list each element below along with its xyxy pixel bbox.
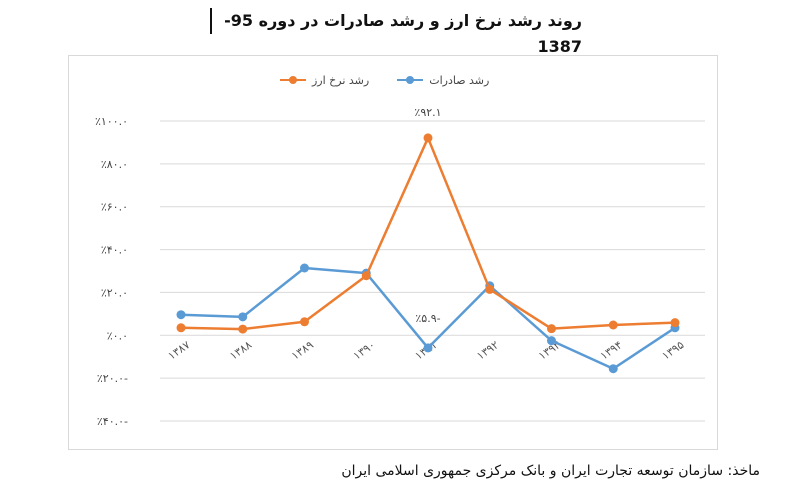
x-tick-label: ۱۳۸۷ bbox=[166, 338, 193, 362]
x-tick-label: ۱۳۸۹ bbox=[289, 338, 316, 362]
y-tick-label: ٪۲۰.۰- bbox=[97, 372, 128, 385]
source-line-1: ماخذ: سازمان توسعه تجارت ایران و بانک مر… bbox=[341, 463, 760, 479]
data-label: ٪۹۲.۱ bbox=[414, 106, 441, 119]
y-tick-label: ٪۱۰۰.۰ bbox=[95, 115, 128, 128]
data-point bbox=[608, 364, 618, 374]
y-tick-label: ٪۰.۰ bbox=[107, 329, 128, 342]
legend-swatch-exchange bbox=[280, 75, 306, 85]
legend-label-exchange: رشد نرخ ارز bbox=[312, 73, 370, 87]
y-tick-label: ٪۸۰.۰ bbox=[101, 158, 128, 171]
y-tick-label: ٪۴۰.۰ bbox=[101, 244, 128, 257]
series-line-1 bbox=[180, 136, 676, 331]
x-tick-label: ۱۳۸۸ bbox=[227, 338, 254, 362]
x-tick-label: ۱۳۹۲ bbox=[474, 338, 501, 362]
legend-item-exchange: رشد نرخ ارز bbox=[280, 74, 369, 87]
data-point bbox=[300, 317, 309, 327]
data-point bbox=[238, 324, 248, 334]
x-tick-label: ۱۳۹۰ bbox=[351, 338, 378, 362]
y-tick-label: ٪۶۰.۰ bbox=[101, 201, 128, 214]
page-title: روند رشد نرخ ارز و رشد صادرات در دوره 95… bbox=[210, 8, 582, 56]
data-point bbox=[485, 284, 495, 294]
data-point bbox=[361, 271, 371, 281]
legend-swatch-exports bbox=[397, 75, 424, 85]
data-label: ٪۵.۹- bbox=[415, 312, 440, 325]
data-point bbox=[176, 310, 186, 320]
data-point bbox=[547, 324, 556, 334]
data-point bbox=[300, 263, 309, 273]
data-point bbox=[547, 336, 556, 346]
x-tick-label: ۱۳۹۵ bbox=[660, 338, 687, 362]
y-tick-label: ٪۲۰.۰ bbox=[101, 286, 128, 299]
source-note: ماخذ: سازمان توسعه تجارت ایران و بانک مر… bbox=[60, 462, 760, 480]
data-point bbox=[423, 343, 433, 353]
data-point bbox=[176, 323, 186, 333]
y-tick-label: ٪۴۰.۰- bbox=[97, 415, 128, 428]
legend-item-exports: رشد صادرات bbox=[397, 74, 489, 87]
data-point bbox=[608, 320, 618, 330]
chart-legend: رشد صادرات رشد نرخ ارز bbox=[280, 70, 489, 90]
legend-label-exports: رشد صادرات bbox=[429, 73, 490, 87]
data-point bbox=[670, 318, 680, 328]
data-point bbox=[238, 312, 248, 322]
data-point bbox=[423, 133, 433, 143]
x-tick-label: ۱۳۹۴ bbox=[598, 338, 625, 362]
